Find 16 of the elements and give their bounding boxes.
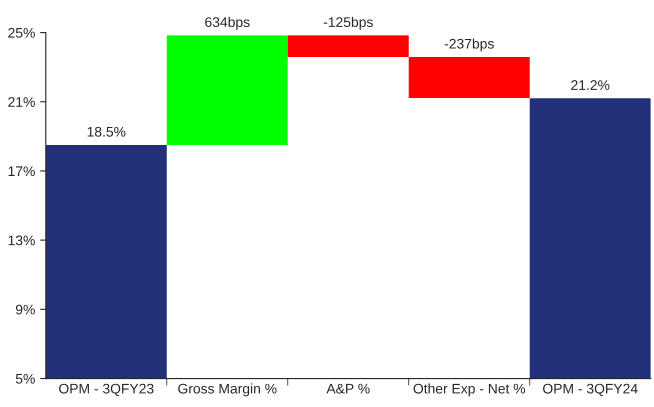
y-tick-label: 5%	[16, 374, 35, 384]
y-tick-label: 9%	[16, 304, 35, 314]
data-label: 21.2%	[571, 80, 610, 90]
y-tick-label: 13%	[8, 235, 35, 246]
x-tick-label: Gross Margin %	[178, 383, 277, 396]
x-tick-label: OPM - 3QFY23	[59, 384, 154, 396]
x-tick-label: OPM - 3QFY24	[543, 384, 638, 396]
annotation: -237bps	[444, 38, 494, 52]
data-label: 18.5%	[88, 126, 126, 137]
y-tick-label: 21%	[8, 97, 35, 107]
x-tick-label: Other Exp - Net %	[414, 383, 526, 396]
annotation: -125bps	[324, 16, 373, 30]
x-tick-label: A&P %	[326, 384, 370, 394]
y-tick-label: 17%	[8, 166, 35, 176]
y-tick-label: 25%	[8, 28, 35, 38]
annotation: 634bps	[205, 16, 250, 30]
